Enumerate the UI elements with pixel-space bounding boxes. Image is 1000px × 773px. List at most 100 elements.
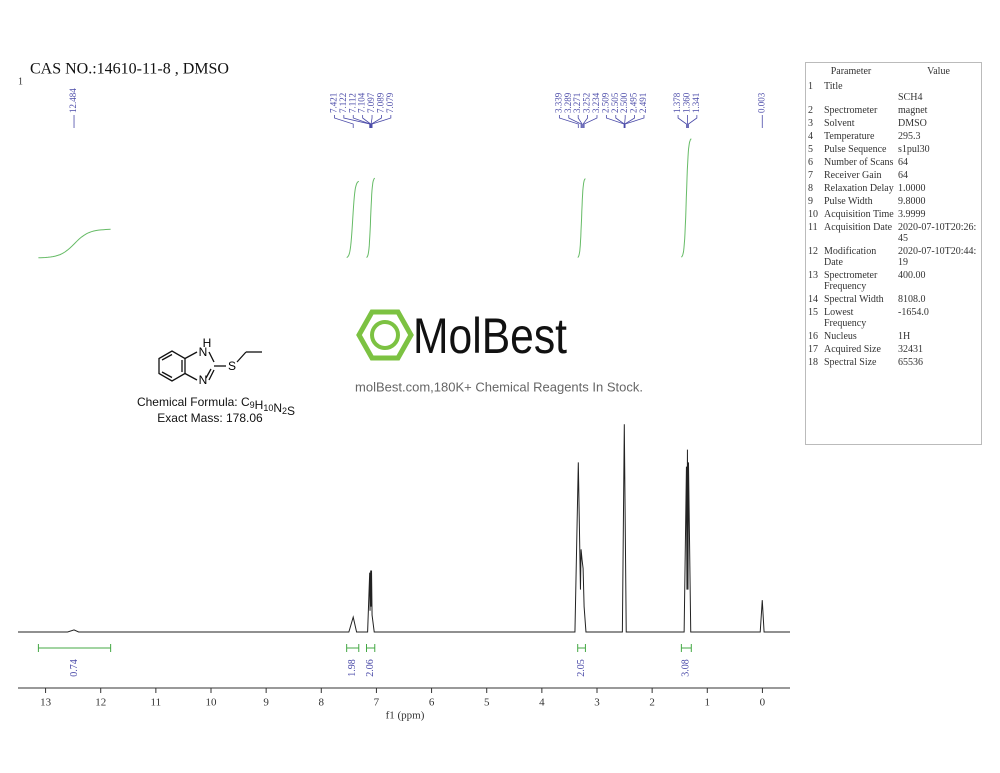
x-tick-label: 10	[206, 697, 218, 709]
table-cell: Spectrometer	[824, 105, 878, 116]
table-row: 17 Acquired Size 32431	[806, 343, 981, 356]
table-cell: Number of Scans	[824, 157, 894, 168]
table-cell: 65536	[898, 357, 923, 368]
table-row: 18 Spectral Size 65536	[806, 356, 981, 369]
atom-label: N	[199, 345, 208, 359]
header-cell: Parameter	[830, 66, 872, 77]
integral-label: 2.05	[576, 659, 587, 677]
table-cell: 64	[898, 170, 908, 181]
x-axis-label: f1 (ppm)	[386, 710, 425, 722]
table-row: 7 Receiver Gain 64	[806, 169, 981, 182]
table-row: 11 Acquisition Date 2020-07-10T20:26:45	[806, 221, 981, 245]
peak-label: 3.289	[563, 92, 573, 113]
peak-label: 7.421	[329, 93, 339, 113]
formula-subscript: 2	[282, 406, 287, 416]
table-cell: 18	[808, 357, 818, 368]
peak-label: 1.360	[682, 92, 692, 113]
peak-label: 3.271	[572, 93, 582, 113]
integral-bracket	[346, 644, 360, 652]
table-cell: Receiver Gain	[824, 170, 882, 181]
table-cell: 4	[808, 131, 813, 142]
x-tick-label: 1	[705, 697, 711, 709]
integral-curve	[681, 138, 692, 258]
logo-text: MolBest	[413, 308, 567, 364]
table-cell: 1.0000	[898, 183, 926, 194]
table-cell: 32431	[898, 344, 923, 355]
table-row: 9 Pulse Width 9.8000	[806, 195, 981, 208]
table-row: 5 Pulse Sequence s1pul30	[806, 143, 981, 156]
peak-label: 12.484	[68, 88, 78, 113]
table-cell: Acquisition Date	[824, 222, 893, 233]
peak-connector	[343, 115, 371, 128]
x-tick-label: 7	[374, 697, 380, 709]
x-tick-label: 12	[95, 697, 106, 709]
integral-curve	[38, 228, 111, 259]
x-tick-label: 13	[40, 697, 52, 709]
table-row: 15 Lowest Frequency -1654.0	[806, 306, 981, 330]
table-cell: 1H	[898, 331, 911, 342]
peak-connector	[582, 115, 588, 128]
peak-connector	[677, 115, 687, 128]
table-cell: Title	[824, 81, 843, 92]
table-cell: Pulse Sequence	[824, 144, 887, 155]
table-cell: Spectral Size	[824, 357, 877, 368]
peak-connector	[624, 115, 645, 128]
table-row: 8 Relaxation Delay 1.0000	[806, 182, 981, 195]
table-row: 16 Nucleus 1H	[806, 330, 981, 343]
table-row: 4 Temperature 295.3	[806, 130, 981, 143]
x-tick-label: 2	[649, 697, 655, 709]
table-cell: -1654.0	[898, 307, 929, 318]
table-cell: 11	[808, 222, 818, 233]
integral-bracket	[37, 644, 112, 652]
table-cell: s1pul30	[898, 144, 930, 155]
table-row: 13 Spectrometer Frequency 400.00	[806, 269, 981, 293]
x-tick-label: 6	[429, 697, 435, 709]
table-cell: 64	[898, 157, 908, 168]
table-cell: 9	[808, 196, 813, 207]
slogan: molBest.com,180K+ Chemical Reagents In S…	[355, 379, 643, 394]
formula-subscript: 9	[250, 400, 255, 410]
integral-curve	[577, 178, 586, 258]
table-cell: Modification Date	[824, 246, 877, 268]
logo-icon	[356, 309, 414, 361]
peak-label: 7.079	[385, 92, 395, 113]
formula-subscript: 10	[263, 403, 273, 413]
table-cell: 400.00	[898, 270, 926, 281]
table-cell: DMSO	[898, 118, 927, 129]
peak-label: 2.509	[600, 92, 610, 113]
table-cell: 14	[808, 294, 818, 305]
peak-label: 2.500	[619, 92, 629, 113]
spectrum-line	[18, 424, 790, 633]
peak-connector	[334, 115, 354, 128]
integral-curve	[366, 177, 376, 258]
peak-label: 3.339	[553, 92, 563, 113]
table-cell: 6	[808, 157, 813, 168]
peak-connector	[371, 115, 382, 128]
table-cell: magnet	[898, 105, 928, 116]
exact-mass: Exact Mass: 178.06	[157, 411, 263, 425]
integral-curve	[346, 180, 360, 258]
table-cell: Relaxation Delay	[824, 183, 894, 194]
table-cell: 5	[808, 144, 813, 155]
table-cell: Solvent	[824, 118, 855, 129]
peak-connector	[688, 115, 698, 128]
peak-label: 7.122	[338, 93, 348, 113]
table-cell: 2	[808, 105, 813, 116]
table-cell: 2020-07-10T20:44:19	[898, 246, 977, 268]
formula-element: H	[255, 398, 264, 412]
table-cell: 8	[808, 183, 813, 194]
table: Parameter Value 1 Title SCH4 2 Spectrometer m…	[806, 63, 981, 369]
table-row: 2 Spectrometer magnet	[806, 104, 981, 117]
table-cell: Spectral Width	[824, 294, 884, 305]
table-cell: Nucleus	[824, 331, 857, 342]
peak-label: 3.252	[582, 93, 592, 113]
peak-label: 2.495	[629, 92, 639, 113]
table-cell: Spectrometer Frequency	[824, 270, 878, 292]
title: CAS NO.:14610-11-8 , DMSO	[30, 61, 229, 78]
table-cell: 10	[808, 209, 818, 220]
integral-label: 3.08	[681, 659, 692, 677]
peak-label: 7.112	[347, 93, 357, 113]
table-cell: 295.3	[898, 131, 921, 142]
integral-label: 1.98	[347, 659, 358, 677]
x-tick-label: 8	[319, 697, 325, 709]
